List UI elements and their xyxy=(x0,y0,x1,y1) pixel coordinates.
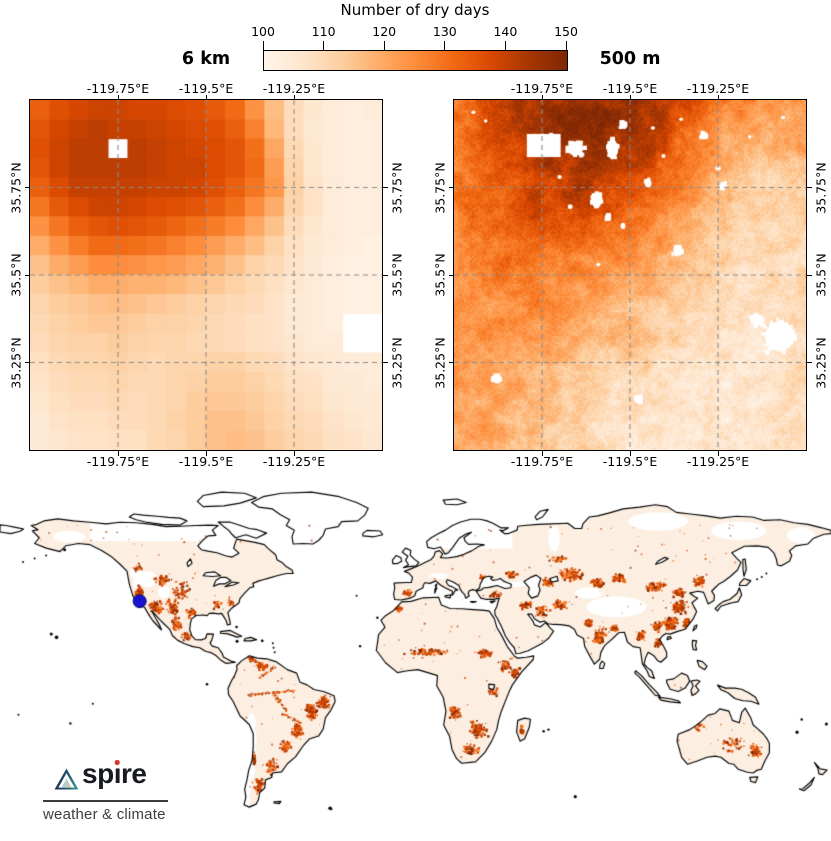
axis-tick xyxy=(117,94,119,99)
colorbar-tick-label: 140 xyxy=(493,24,518,39)
axis-tick xyxy=(807,362,812,363)
axis-tick xyxy=(383,187,388,188)
colorbar-tick xyxy=(565,41,567,50)
logo-divider xyxy=(43,800,168,802)
colorbar-tick xyxy=(504,41,506,50)
lon-tick-label: -119.75°E xyxy=(86,81,150,96)
axis-tick xyxy=(117,451,119,456)
axis-tick xyxy=(383,274,388,276)
spire-wordmark: spı re xyxy=(82,758,147,790)
colorbar-tick-label: 130 xyxy=(432,24,457,39)
axis-tick xyxy=(807,187,812,188)
lat-tick-label: 35.75°N xyxy=(389,161,405,214)
lon-tick-label: -119.5°E xyxy=(602,81,658,96)
lon-tick-label: -119.25°E xyxy=(262,81,326,96)
lat-tick-label: 35.5°N xyxy=(389,253,405,297)
lat-tick-label: 35.5°N xyxy=(8,253,24,297)
lon-tick-label: -119.25°E xyxy=(262,454,326,469)
axis-tick xyxy=(541,451,543,456)
axis-tick xyxy=(448,274,453,276)
axis-tick xyxy=(205,94,207,99)
lat-tick-label: 35.5°N xyxy=(432,253,448,297)
spire-logo-mark-icon xyxy=(54,768,79,790)
axis-tick xyxy=(717,94,719,99)
lon-tick-label: -119.25°E xyxy=(686,454,750,469)
lon-tick-label: -119.5°E xyxy=(178,81,234,96)
axis-tick xyxy=(807,274,812,276)
colorbar-tick xyxy=(444,41,446,50)
lat-tick-label: 35.75°N xyxy=(813,161,829,214)
lat-tick-label: 35.75°N xyxy=(432,161,448,214)
spire-logo: spı re weather & climate xyxy=(43,758,183,831)
brand-red-dot-icon xyxy=(115,760,120,765)
lon-tick-label: -119.75°E xyxy=(510,454,574,469)
colorbar-tick-label: 150 xyxy=(554,24,578,39)
panel-title-500m: 500 m xyxy=(599,49,661,69)
colorbar-tick xyxy=(262,41,264,50)
world-map-canvas xyxy=(0,487,831,841)
lat-tick-label: 35.25°N xyxy=(813,336,829,389)
logo-tagline: weather & climate xyxy=(43,806,166,823)
colorbar-title: Number of dry days xyxy=(340,1,490,19)
lat-tick-label: 35.75°N xyxy=(8,161,24,214)
heatmap-panel-6km xyxy=(28,98,383,451)
colorbar xyxy=(263,50,568,71)
axis-tick xyxy=(24,362,29,363)
lat-tick-label: 35.25°N xyxy=(8,336,24,389)
axis-tick xyxy=(629,94,631,99)
axis-tick xyxy=(541,94,543,99)
axis-tick xyxy=(448,362,453,363)
brand-letter-i: ı xyxy=(113,758,122,789)
heatmap-500m-canvas xyxy=(453,99,806,450)
brand-text: sp xyxy=(82,758,114,789)
axis-tick xyxy=(293,451,295,456)
colorbar-tick-label: 110 xyxy=(311,24,336,39)
lat-tick-label: 35.25°N xyxy=(389,336,405,389)
colorbar-tick xyxy=(323,41,325,50)
axis-tick xyxy=(205,451,207,456)
axis-tick xyxy=(383,362,388,363)
axis-tick xyxy=(448,187,453,188)
lon-tick-label: -119.25°E xyxy=(686,81,750,96)
axis-tick xyxy=(293,94,295,99)
heatmap-panel-500m xyxy=(452,98,807,451)
lon-tick-label: -119.75°E xyxy=(510,81,574,96)
brand-text: re xyxy=(120,758,147,789)
lon-tick-label: -119.5°E xyxy=(602,454,658,469)
lon-tick-label: -119.75°E xyxy=(86,454,150,469)
colorbar-tick-label: 120 xyxy=(372,24,397,39)
colorbar-tick xyxy=(383,41,385,50)
lat-tick-label: 35.5°N xyxy=(813,253,829,297)
axis-tick xyxy=(717,451,719,456)
axis-tick xyxy=(629,451,631,456)
heatmap-6km-canvas xyxy=(29,99,382,450)
colorbar-tick-label: 100 xyxy=(251,24,275,39)
axis-tick xyxy=(24,274,29,276)
axis-tick xyxy=(24,187,29,188)
lon-tick-label: -119.5°E xyxy=(178,454,234,469)
panel-title-6km: 6 km xyxy=(181,49,231,69)
lat-tick-label: 35.25°N xyxy=(432,336,448,389)
